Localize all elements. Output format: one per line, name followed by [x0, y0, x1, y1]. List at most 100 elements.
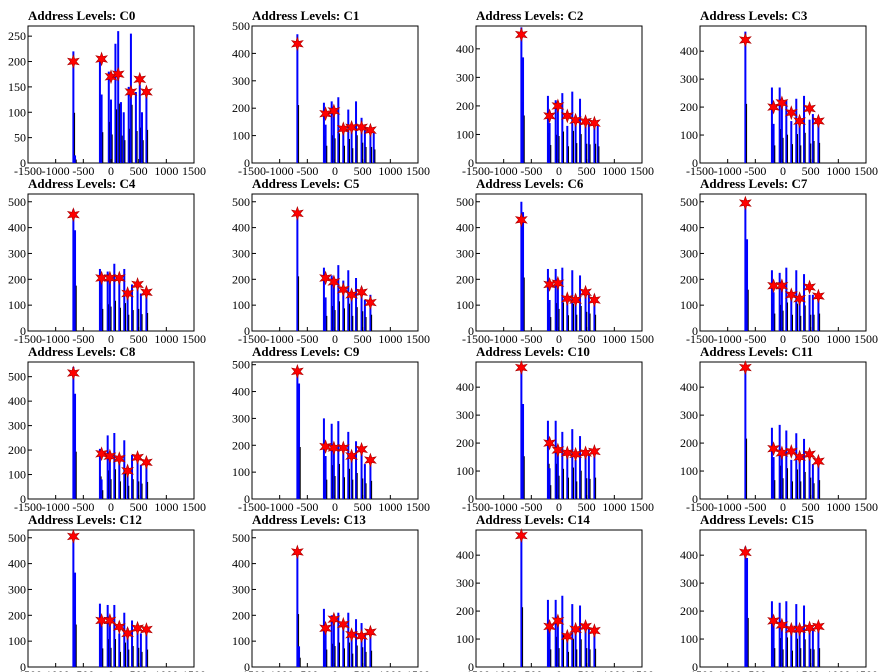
- y-tick-label: 400: [232, 385, 250, 399]
- star-marker: [793, 291, 807, 307]
- x-tick-label: 1500: [406, 164, 430, 178]
- star-marker: [131, 449, 144, 465]
- y-tick-label: 0: [692, 156, 698, 170]
- x-tick-label: 0: [332, 332, 338, 346]
- y-tick-label: 0: [20, 492, 26, 506]
- x-tick-label: 1500: [406, 668, 430, 672]
- star-marker: [775, 278, 789, 294]
- x-tick-label: -1000: [42, 332, 70, 346]
- plot-frame: [699, 529, 867, 668]
- star-marker: [551, 613, 565, 629]
- y-tick-label: 400: [456, 221, 474, 235]
- x-tick-label: 500: [802, 500, 820, 514]
- chart-panel-5: Address Levels: C50100200300400500-1500-…: [232, 176, 430, 346]
- x-tick-label: 1000: [602, 164, 626, 178]
- star-marker: [587, 623, 601, 639]
- x-tick-label: -1500: [238, 500, 266, 514]
- star-marker: [579, 114, 592, 130]
- plot-frame: [699, 193, 867, 332]
- y-tick-label: 100: [8, 634, 26, 648]
- star-marker: [587, 115, 601, 131]
- x-tick-label: 1500: [630, 164, 654, 178]
- y-tick-label: 100: [456, 298, 474, 312]
- star-marker: [66, 529, 80, 544]
- chart-panel-11: Address Levels: C11 0 100 200 300 400 -1500 -10…: [680, 344, 878, 514]
- star-marker: [803, 279, 816, 295]
- y-tick-label: 100: [232, 129, 250, 143]
- chart-title: Address Levels: C2: [476, 8, 583, 23]
- star-marker: [514, 27, 528, 42]
- x-tick-label: 0: [332, 668, 338, 672]
- x-tick-label: -1500: [238, 332, 266, 346]
- x-tick-label: -1500: [238, 164, 266, 178]
- star-marker: [579, 619, 592, 634]
- x-tick-label: -1000: [42, 164, 70, 178]
- star-marker: [514, 360, 528, 376]
- y-tick-label: 200: [8, 443, 26, 457]
- y-tick-label: 200: [456, 604, 474, 618]
- x-tick-label: 1000: [154, 668, 178, 672]
- star-marker: [355, 441, 368, 457]
- x-tick-label: 500: [130, 332, 148, 346]
- x-tick-label: 1500: [406, 332, 430, 346]
- y-tick-label: 0: [20, 156, 26, 170]
- star-marker: [767, 99, 781, 115]
- x-tick-label: -500: [296, 500, 318, 514]
- y-tick-label: 50: [14, 131, 26, 145]
- chart-title: Address Levels: C14: [476, 512, 590, 527]
- star-marker: [560, 628, 574, 644]
- star-marker: [560, 108, 574, 124]
- x-tick-label: -500: [744, 668, 766, 672]
- star-marker: [327, 611, 341, 627]
- star-marker: [345, 287, 359, 303]
- y-tick-label: 200: [8, 608, 26, 622]
- x-tick-label: 1000: [826, 332, 850, 346]
- x-tick-label: 500: [130, 500, 148, 514]
- chart-title: Address Levels: C11: [700, 344, 813, 359]
- star-marker: [111, 66, 125, 82]
- y-tick-label: 400: [680, 221, 698, 235]
- y-tick-label: 400: [8, 221, 26, 235]
- star-marker: [579, 284, 592, 300]
- x-tick-label: 1000: [826, 164, 850, 178]
- y-tick-label: 300: [232, 74, 250, 88]
- star-marker: [131, 277, 144, 292]
- star-marker: [767, 613, 781, 629]
- star-marker: [336, 282, 350, 298]
- x-tick-label: 500: [578, 500, 596, 514]
- x-tick-label: -1000: [490, 500, 518, 514]
- star-marker: [121, 286, 135, 301]
- y-tick-label: 0: [244, 492, 250, 506]
- y-tick-label: 100: [8, 298, 26, 312]
- y-tick-label: 300: [8, 246, 26, 260]
- y-tick-label: 0: [468, 156, 474, 170]
- star-marker: [103, 448, 117, 464]
- chart-panel-10: Address Levels: C10 0 100 200 300 400 -1500 -10…: [456, 344, 654, 514]
- star-marker: [112, 619, 126, 635]
- y-tick-label: 100: [680, 128, 698, 142]
- chart-title: Address Levels: C0: [28, 8, 135, 23]
- y-tick-label: 100: [232, 465, 250, 479]
- y-tick-label: 100: [8, 105, 26, 119]
- star-marker: [139, 454, 153, 470]
- star-marker: [290, 544, 304, 560]
- star-marker: [767, 441, 781, 457]
- x-tick-label: 1500: [854, 332, 878, 346]
- x-tick-label: -1000: [714, 164, 742, 178]
- y-tick-label: 100: [232, 634, 250, 648]
- x-tick-label: -1500: [238, 668, 266, 672]
- star-marker: [803, 101, 816, 116]
- x-tick-label: -1500: [686, 164, 714, 178]
- x-tick-label: 500: [578, 332, 596, 346]
- star-marker: [569, 292, 583, 308]
- x-tick-label: -1500: [462, 332, 490, 346]
- x-tick-label: -1500: [686, 332, 714, 346]
- star-marker: [363, 122, 377, 138]
- y-tick-label: 500: [8, 370, 26, 384]
- y-tick-label: 400: [456, 548, 474, 562]
- x-tick-label: 500: [354, 500, 372, 514]
- x-tick-label: 1500: [854, 668, 878, 672]
- y-tick-label: 100: [456, 464, 474, 478]
- star-marker: [345, 448, 359, 464]
- x-tick-label: 500: [578, 668, 596, 672]
